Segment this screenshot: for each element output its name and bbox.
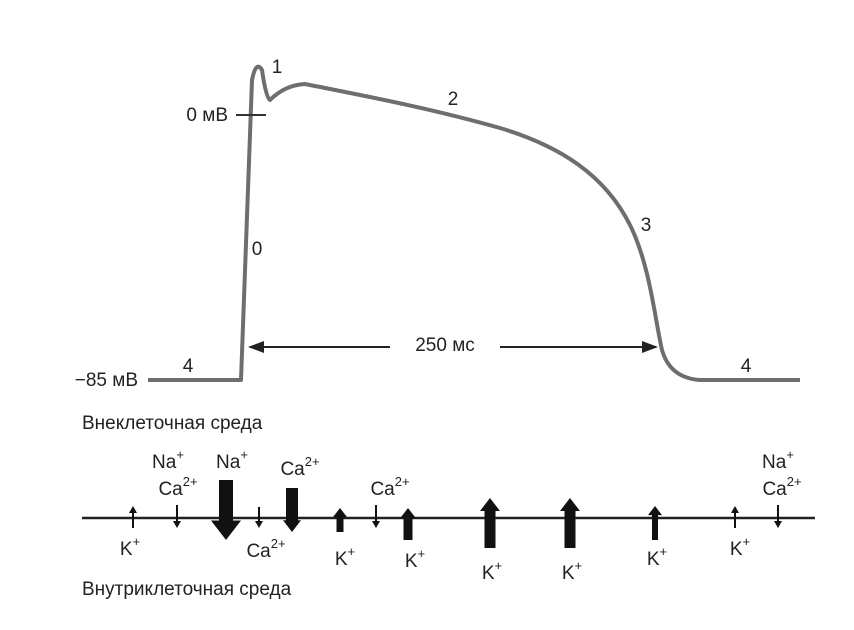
- ion-symbol: K: [120, 539, 133, 560]
- phase-label: 4: [183, 356, 194, 377]
- ion-symbol: Ca: [280, 459, 305, 480]
- ion-label: K+: [335, 544, 355, 570]
- ion-symbol: Ca: [158, 479, 183, 500]
- ion-label: K+: [120, 534, 140, 560]
- ion-arrow: [400, 508, 416, 540]
- action-potential-curve: [148, 64, 800, 382]
- ion-charge: +: [660, 544, 668, 559]
- ion-symbol: K: [405, 551, 418, 572]
- ion-group: K+Na+Ca2+Na+Ca2+Ca2+K+Ca2+K+K+ K+ K+ K+Na+C…: [120, 447, 802, 584]
- ion-arrow: [173, 505, 181, 528]
- ion-label: Na+: [216, 447, 248, 473]
- ion-label: Na+: [152, 447, 184, 473]
- ion-symbol: Ca: [246, 541, 271, 562]
- ion-charge: +: [786, 447, 794, 462]
- ion-label: K+: [730, 534, 750, 560]
- ion-label: Na+: [762, 447, 794, 473]
- phase-label: 1: [272, 57, 283, 78]
- ion-arrow: [480, 498, 500, 548]
- phase-label: 4: [741, 356, 752, 377]
- ion-arrow: [283, 488, 301, 532]
- ion-symbol: K: [730, 539, 743, 560]
- ion-arrow: [774, 505, 782, 528]
- ion-symbol: Na: [152, 452, 177, 473]
- ion-arrow: [333, 508, 347, 532]
- ion-symbol: K: [482, 563, 495, 584]
- duration-label: 250 мс: [415, 335, 475, 356]
- ion-symbol: K: [335, 549, 348, 570]
- ion-label: K+: [562, 558, 582, 584]
- ion-arrow: [255, 507, 263, 528]
- region-label: Внеклеточная среда: [82, 413, 263, 434]
- ion-charge: +: [240, 447, 248, 462]
- ion-label: K+: [405, 546, 425, 572]
- duration-arrow: [248, 341, 658, 353]
- ion-charge: +: [495, 558, 503, 573]
- region-label: Внутриклеточная среда: [82, 579, 292, 600]
- ion-label: K+: [647, 544, 667, 570]
- ion-symbol: Ca: [370, 479, 395, 500]
- ion-charge: +: [575, 558, 583, 573]
- ion-label: Ca2+: [158, 474, 197, 500]
- ion-arrow: [129, 506, 137, 528]
- rest-label: −85 мВ: [75, 370, 138, 391]
- ion-symbol: Ca: [762, 479, 787, 500]
- ion-arrow: [372, 505, 380, 528]
- ion-charge: +: [348, 544, 356, 559]
- ion-label: Ca2+: [280, 454, 319, 480]
- ion-label: Ca2+: [370, 474, 409, 500]
- ion-symbol: Na: [216, 452, 241, 473]
- ion-arrow: [560, 498, 580, 548]
- phase-label: 0: [252, 239, 263, 260]
- ion-charge: +: [743, 534, 751, 549]
- zero-label: 0 мВ: [186, 105, 228, 126]
- phase-label: 2: [448, 89, 459, 110]
- ion-label: Ca2+: [246, 536, 285, 562]
- ion-symbol: K: [562, 563, 575, 584]
- ion-charge: +: [418, 546, 426, 561]
- ion-label: K+: [482, 558, 502, 584]
- ion-charge: +: [176, 447, 184, 462]
- ion-charge: 2+: [271, 536, 286, 551]
- ion-arrow: [211, 480, 241, 540]
- ion-charge: 2+: [183, 474, 198, 489]
- ion-symbol: Na: [762, 452, 787, 473]
- ion-symbol: K: [647, 549, 660, 570]
- ion-label: Ca2+: [762, 474, 801, 500]
- phase-label: 3: [641, 215, 652, 236]
- ion-arrow: [731, 506, 739, 528]
- ion-arrow: [648, 506, 662, 540]
- ion-charge: 2+: [787, 474, 802, 489]
- ion-charge: +: [133, 534, 141, 549]
- ion-charge: 2+: [305, 454, 320, 469]
- ion-charge: 2+: [395, 474, 410, 489]
